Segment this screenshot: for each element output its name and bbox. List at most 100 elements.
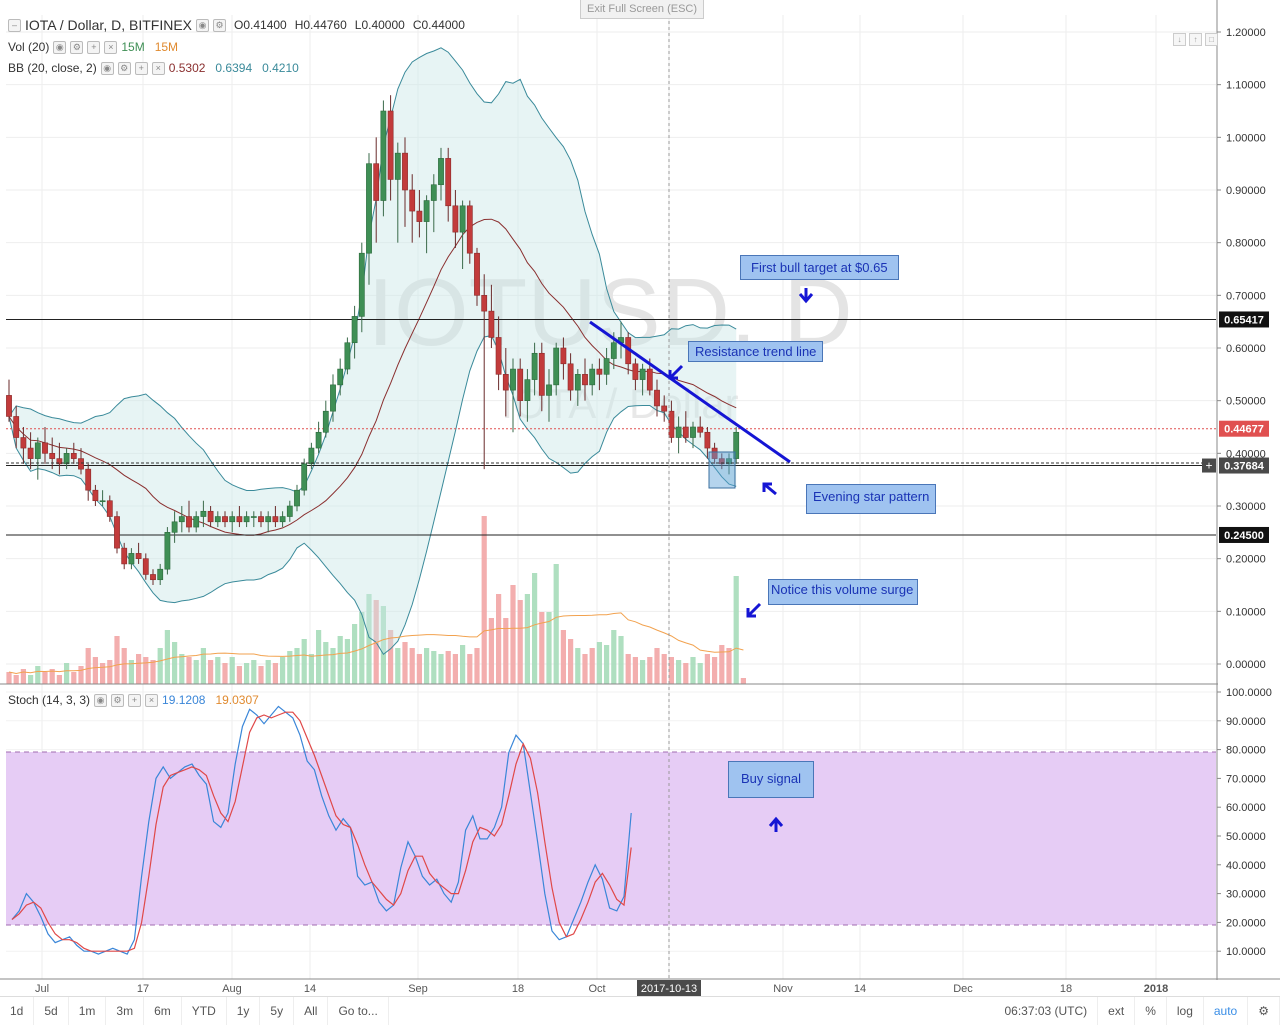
arrow-resistance	[668, 364, 684, 380]
range-button-1m[interactable]: 1m	[69, 997, 107, 1025]
candle-body	[294, 489, 300, 507]
annotation-buy-signal[interactable]: Buy signal	[728, 761, 814, 798]
eye-icon[interactable]: ◉	[100, 61, 114, 75]
bollinger-upper	[8, 47, 737, 493]
volume-bar	[481, 516, 487, 684]
eye-icon[interactable]: ◉	[53, 40, 67, 54]
symbol-header: – IOTA / Dollar, D, BITFINEX ◉ ⚙ O0.4140…	[8, 17, 465, 33]
volume-bar	[251, 660, 257, 684]
volume-bar	[740, 678, 746, 684]
settings-gear-icon[interactable]: ⚙	[1248, 997, 1280, 1025]
collapse-icon[interactable]: –	[8, 18, 21, 32]
candle-body	[632, 363, 639, 380]
range-button-all[interactable]: All	[294, 997, 329, 1025]
candle-body	[711, 447, 718, 459]
range-button-3m[interactable]: 3m	[106, 997, 145, 1025]
log-toggle[interactable]: log	[1167, 997, 1204, 1025]
range-button-ytd[interactable]: YTD	[182, 997, 227, 1025]
annotation-evening-star[interactable]: Evening star pattern	[806, 484, 937, 514]
stoch-k-value: 19.1208	[162, 693, 206, 707]
price-tick-label: 1.20000	[1226, 27, 1266, 39]
volume-bar	[323, 642, 329, 684]
candle-body	[445, 158, 452, 207]
eye-icon[interactable]: ◉	[94, 693, 108, 707]
candle-body	[34, 442, 41, 459]
stoch-tick-label: 10.0000	[1226, 946, 1266, 958]
add-alert-button	[1202, 458, 1216, 473]
annotation-resistance[interactable]: Resistance trend line	[688, 341, 824, 362]
volume-bar	[416, 654, 422, 684]
candle-body	[358, 252, 365, 317]
volume-bar	[560, 630, 566, 684]
volume-bar	[78, 666, 84, 684]
volume-bar	[676, 660, 682, 684]
add-icon[interactable]: +	[87, 40, 101, 54]
settings-icon[interactable]: ⚙	[111, 693, 125, 707]
range-button-1d[interactable]: 1d	[0, 997, 35, 1025]
candle-body	[380, 110, 387, 201]
ext-toggle[interactable]: ext	[1098, 997, 1136, 1025]
candle-body	[186, 516, 192, 528]
price-tick-label: 1.00000	[1226, 132, 1266, 144]
volume-bar	[294, 648, 300, 684]
candle-body	[42, 442, 48, 454]
volume-bar	[532, 573, 538, 684]
add-icon[interactable]: +	[128, 693, 142, 707]
candle-body	[589, 368, 596, 386]
ohlc-close: C0.44000	[412, 18, 465, 32]
price-label: 0.24500	[1224, 530, 1264, 542]
stoch-k-line	[11, 705, 632, 955]
candle-body	[495, 337, 502, 375]
volume-bar	[589, 648, 595, 684]
volume-bar	[388, 630, 394, 684]
volume-bar	[337, 636, 343, 684]
volume-bar	[380, 606, 386, 684]
candle-body	[610, 342, 617, 359]
settings-icon[interactable]: ⚙	[117, 61, 131, 75]
close-icon[interactable]: ×	[145, 693, 159, 707]
goto-button[interactable]: Go to...	[328, 997, 389, 1025]
stoch-label[interactable]: Stoch (14, 3, 3)	[8, 693, 91, 707]
settings-icon[interactable]: ⚙	[213, 18, 226, 32]
range-button-5d[interactable]: 5d	[34, 997, 69, 1025]
add-icon[interactable]: +	[134, 61, 148, 75]
volume-label[interactable]: Vol (20)	[8, 40, 50, 54]
candle-body	[675, 426, 682, 438]
candle-body	[481, 295, 488, 312]
stoch-axis: 100.0000 90.0000 80.0000 70.0000 60.0000 50.0…	[1217, 687, 1272, 958]
volume-bar	[143, 657, 149, 684]
price-label: 0.37684	[1224, 461, 1265, 473]
volume-bar	[200, 648, 206, 684]
range-button-6m[interactable]: 6m	[144, 997, 182, 1025]
candle-body	[207, 510, 214, 523]
volume-bar	[236, 666, 242, 684]
auto-toggle[interactable]: auto	[1204, 997, 1249, 1025]
exit-fullscreen-button[interactable]: Exit Full Screen (ESC)	[580, 0, 705, 19]
close-icon[interactable]: ×	[104, 40, 118, 54]
annotation-bull-target[interactable]: First bull target at $0.65	[740, 255, 899, 280]
range-button-1y[interactable]: 1y	[227, 997, 261, 1025]
volume-bar	[92, 657, 98, 684]
scale-down-icon[interactable]: ↓	[1173, 33, 1186, 46]
volume-bar	[330, 648, 336, 684]
candle-body	[402, 152, 408, 191]
eye-icon[interactable]: ◉	[196, 18, 209, 32]
symbol-title[interactable]: IOTA / Dollar, D, BITFINEX	[25, 17, 192, 33]
scale-up-icon[interactable]: ↑	[1189, 33, 1202, 46]
volume-bar	[438, 654, 444, 684]
price-tick-label: 0.20000	[1226, 554, 1266, 566]
annotation-arrows	[668, 288, 814, 832]
settings-icon[interactable]: ⚙	[70, 40, 84, 54]
volume-bar	[366, 594, 372, 684]
candle-body	[85, 468, 92, 491]
horizontal-levels	[6, 318, 1216, 536]
candle-body	[56, 458, 63, 465]
bb-label[interactable]: BB (20, close, 2)	[8, 61, 97, 75]
bollinger-fill	[9, 47, 737, 655]
annotation-volume-surge[interactable]: Notice this volume surge	[768, 579, 919, 605]
percent-toggle[interactable]: %	[1135, 997, 1167, 1025]
close-icon[interactable]: ×	[151, 61, 165, 75]
range-button-5y[interactable]: 5y	[260, 997, 295, 1025]
maximize-icon[interactable]: □	[1205, 33, 1218, 46]
